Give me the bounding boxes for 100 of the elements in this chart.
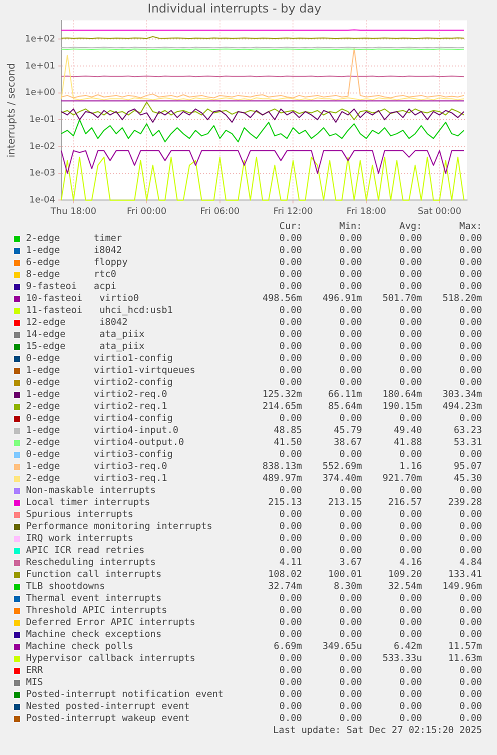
legend-label: Rescheduling interrupts [26,557,156,569]
legend-label: APIC ICR read retries [26,545,145,557]
legend-label: Deferred Error APIC interrupts [26,617,196,629]
legend-label: TLB shootdowns [26,581,106,593]
text: 0.00 0.00 0.00 0.00 [279,305,482,316]
legend-label: 0-edge virtio1-config [26,353,173,365]
text: 0.00 0.00 0.00 0.00 [279,509,482,520]
text: 0.00 0.00 0.00 0.00 [279,353,482,364]
text: 0.00 0.00 533.33u 11.63m [279,653,482,664]
text: 0.00 0.00 0.00 0.00 [279,677,482,688]
x-tick-label: Thu 18:00 [50,206,97,217]
legend-label: 6-edge floppy [26,257,128,269]
text: 0.00 0.00 0.00 0.00 [279,233,482,244]
y-tick-label: 1e+01 [24,61,56,72]
legend-label: 8-edge rtc0 [26,269,116,281]
text: Max: [459,221,482,232]
text: 0.00 0.00 0.00 0.00 [279,269,482,280]
legend-label: 10-fasteoi virtio0 [26,293,139,305]
text: 215.13 213.15 216.57 239.28 [268,497,482,508]
text: Min: [339,221,362,232]
text: 0.00 0.00 0.00 0.00 [279,365,482,376]
legend-label: 2-edge timer [26,233,122,245]
legend-label: Threshold APIC interrupts [26,605,168,617]
text: Avg: [399,221,422,232]
text: 0.00 0.00 0.00 0.00 [279,533,482,544]
text: 0.00 0.00 0.00 0.00 [279,617,482,628]
legend-label: 2-edge virtio3-req.1 [26,473,168,485]
text: 0.00 0.00 0.00 0.00 [279,485,482,496]
legend-label: MIS [26,677,43,689]
text: 6.69m 349.65u 6.42m 11.57m [274,641,482,652]
legend-label: Machine check exceptions [26,629,162,641]
legend-label: 1-edge virtio2-req.0 [26,389,168,401]
text: 108.02 100.01 109.20 133.41 [268,569,482,580]
legend-label: 15-edge ata_piix [26,341,145,353]
text: 489.97m 374.40m 921.70m 45.30 [262,473,482,484]
legend-label: 11-fasteoi uhci_hcd:usb1 [26,305,173,317]
legend-label: 2-edge virtio2-req.1 [26,401,168,413]
text: 0.00 0.00 0.00 0.00 [279,689,482,700]
legend-label: IRQ work interrupts [26,533,134,545]
text: 0.00 0.00 0.00 0.00 [279,257,482,268]
text: 0.00 0.00 0.00 0.00 [279,665,482,676]
legend-label: Hypervisor callback interrupts [26,653,196,665]
legend-label: 0-edge virtio4-config [26,413,173,425]
y-axis-title: interrupts / second [6,63,18,158]
text: 32.74m 8.30m 32.54m 149.96m [268,581,482,592]
legend-label: 12-edge i8042 [26,317,128,329]
legend-label: Nested posted-interrupt event [26,701,190,713]
x-tick-label: Fri 18:00 [346,206,386,217]
y-tick-label: 1e-01 [29,115,56,126]
x-tick-label: Fri 12:00 [273,206,314,217]
text: 0.00 0.00 0.00 0.00 [279,413,482,424]
text: 0.00 0.00 0.00 0.00 [279,281,482,292]
legend-label: 1-edge virtio4-input.0 [26,425,178,437]
y-tick-label: 1e-02 [29,142,56,152]
legend-label: 1-edge virtio3-req.0 [26,461,168,473]
text: 0.00 0.00 0.00 0.00 [279,317,482,328]
y-tick-label: 1e+02 [24,34,56,45]
x-tick-label: Fri 06:00 [200,206,240,217]
x-tick-label: Sat 00:00 [418,206,462,217]
legend-label: Non-maskable interrupts [26,485,156,497]
text: 0.00 0.00 0.00 0.00 [279,377,482,388]
legend-label: 1-edge i8042 [26,245,122,257]
text: 498.56m 496.91m 501.70m 518.20m [262,293,482,304]
text: 0.00 0.00 0.00 0.00 [279,341,482,352]
chart-title: Individual interrupts - by day [148,1,322,16]
text: 125.32m 66.11m 180.64m 303.34m [262,389,482,400]
legend-label: Posted-interrupt notification event [26,689,224,701]
text: 4.11 3.67 4.16 4.84 [279,557,482,568]
text: 0.00 0.00 0.00 0.00 [279,593,482,604]
legend-label: ERR [26,665,43,677]
y-tick-label: 1e+00 [24,88,56,98]
legend-label: Machine check polls [26,641,134,653]
legend-label: 2-edge virtio4-output.0 [26,437,184,449]
legend-label: Function call interrupts [26,569,162,581]
legend-label: 1-edge virtio1-virtqueues [26,365,196,377]
legend-label: Performance monitoring interrupts [26,521,212,533]
text: 0.00 0.00 0.00 0.00 [279,629,482,640]
y-tick-label: 1e-04 [29,196,56,206]
text: Last update: Sat Dec 27 02:15:20 2025 [273,725,482,737]
text: 0.00 0.00 0.00 0.00 [279,605,482,616]
legend-label: 14-edge ata_piix [26,329,145,341]
legend-label: Local timer interrupts [26,497,150,509]
text: 0.00 0.00 0.00 0.00 [279,713,482,724]
legend-label: Spurious interrupts [26,509,134,521]
legend-label: 0-edge virtio2-config [26,377,173,389]
text: 0.00 0.00 0.00 0.00 [279,701,482,712]
text: 214.65m 85.64m 190.15m 494.23m [262,401,482,412]
text: 0.00 0.00 0.00 0.00 [279,245,482,256]
legend-label: Thermal event interrupts [26,593,162,605]
text: 0.00 0.00 0.00 0.00 [279,329,482,340]
text: 838.13m 552.69m 1.16 95.07 [262,461,482,472]
text: 0.00 0.00 0.00 0.00 [279,449,482,460]
legend-label: 9-fasteoi acpi [26,281,116,293]
legend-label: 0-edge virtio3-config [26,449,173,461]
text: 0.00 0.00 0.00 0.00 [279,545,482,556]
text: 0.00 0.00 0.00 0.00 [279,521,482,532]
y-tick-label: 1e-03 [29,168,56,179]
legend-label: Posted-interrupt wakeup event [26,713,190,725]
text: 41.50 38.67 41.88 53.31 [274,437,482,448]
text: 48.85 45.79 49.40 63.23 [274,425,482,436]
